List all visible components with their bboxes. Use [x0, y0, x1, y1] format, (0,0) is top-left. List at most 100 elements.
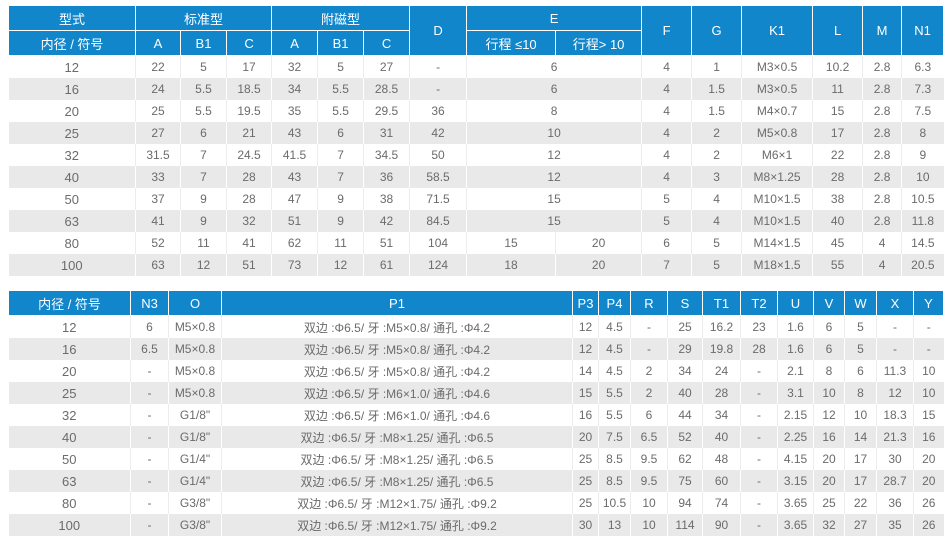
table-cell: 12 [572, 315, 599, 338]
table-cell: 5 [641, 188, 693, 210]
table-cell: 4 [691, 210, 743, 232]
table-cell: M10×1.5 [741, 188, 814, 210]
table-cell: 双边 :Φ6.5/ 牙 :M5×0.8/ 通孔 :Φ4.2 [221, 315, 573, 338]
table-row: 100- G3/8" 双边 :Φ6.5/ 牙 :M12×1.75/ 通孔 :Φ9.2… [8, 514, 944, 536]
table-cell: 20 [913, 470, 944, 492]
table-cell: 35 [271, 100, 319, 122]
table2-body: 12 6 M5×0.8 双边 :Φ6.5/ 牙 :M5×0.8/ 通孔 :Φ4.2 12… [8, 315, 944, 536]
table-row: 12 22 5 17 32 5 27-6 4 1 M3×0.5 10.2 2.8 6.3 [8, 55, 944, 78]
table-cell: 4 [641, 122, 693, 144]
table-cell: 6 [466, 78, 643, 100]
table-cell: 34 [702, 404, 741, 426]
table-cell: 3.1 [777, 382, 814, 404]
table-cell: - [740, 492, 778, 514]
table-row: 16 24 5.5 18.5 34 5.5 28.5-6 4 1.5 M3×0.5 11 2.8 7.3 [8, 78, 944, 100]
table-cell: 40 [667, 382, 703, 404]
table-cell: M4×0.7 [741, 100, 814, 122]
header-x: X [876, 290, 914, 316]
bore-value: 40 [8, 166, 136, 188]
table1-body: 12 22 5 17 32 5 27-6 4 1 M3×0.5 10.2 2.8 6.3 16 24 5.5 1… [8, 55, 944, 276]
table-cell: 7 [317, 144, 365, 166]
table-cell: 84.5 [409, 210, 468, 232]
header-d: D [409, 5, 468, 56]
bore-value: 80 [8, 492, 131, 514]
table-cell: 28 [740, 338, 778, 360]
table-cell: M5×0.8 [168, 338, 222, 360]
table-cell: 5.5 [598, 382, 631, 404]
table-cell: 双边 :Φ6.5/ 牙 :M8×1.25/ 通孔 :Φ6.5 [221, 470, 573, 492]
table-row: 12 6 M5×0.8 双边 :Φ6.5/ 牙 :M5×0.8/ 通孔 :Φ4.2 12… [8, 315, 944, 338]
table-cell: 18.5 [226, 78, 273, 100]
table-cell: 10 [901, 166, 944, 188]
table-cell: 3.65 [777, 514, 814, 536]
table-cell: M14×1.5 [741, 232, 814, 254]
table-row: 100 63 12 51 73 12 61 124 18 20 7 5 M18×1.5 55 4 20.5 [8, 254, 944, 276]
table-cell: M3×0.5 [741, 55, 814, 78]
table-cell: 32 [271, 55, 319, 78]
table-cell: 9 [901, 144, 944, 166]
table-cell: 8.5 [598, 448, 631, 470]
table-cell: - [740, 426, 778, 448]
table-cell: 36 [363, 166, 411, 188]
bore-value: 63 [8, 210, 136, 232]
table-cell: 5 [691, 232, 743, 254]
table-cell: 6 [317, 122, 365, 144]
table-cell: 28.5 [363, 78, 411, 100]
table-cell: 75 [667, 470, 703, 492]
table-cell: 51 [271, 210, 319, 232]
table-cell: M10×1.5 [741, 210, 814, 232]
table-cell: 22 [844, 492, 877, 514]
bore-value: 25 [8, 382, 131, 404]
table-cell: G3/8" [168, 514, 222, 536]
table-cell: 29 [667, 338, 703, 360]
table-cell: 6.5 [130, 338, 169, 360]
table-cell: 15 [466, 188, 643, 210]
table-cell: 45 [812, 232, 864, 254]
bore-value: 50 [8, 188, 136, 210]
table-cell: 6.5 [630, 426, 668, 448]
table-cell: 29.5 [363, 100, 411, 122]
table-cell: 6 [130, 315, 169, 338]
table-cell: 1.6 [777, 315, 814, 338]
table-cell: 34 [667, 360, 703, 382]
table-cell: G1/8" [168, 426, 222, 448]
table-row: 40- G1/8" 双边 :Φ6.5/ 牙 :M8×1.25/ 通孔 :Φ6.5 20… [8, 426, 944, 448]
table-cell: 62 [667, 448, 703, 470]
table-row: 25 27 6 21 43 6 31 42 10 4 2 M5×0.8 17 2.8 8 [8, 122, 944, 144]
table-row: 63- G1/4" 双边 :Φ6.5/ 牙 :M8×1.25/ 通孔 :Φ6.5 25… [8, 470, 944, 492]
table-cell: 7.3 [901, 78, 944, 100]
table-cell: 12 [876, 382, 914, 404]
table-row: 32- G1/8" 双边 :Φ6.5/ 牙 :M6×1.0/ 通孔 :Φ4.6 16 5… [8, 404, 944, 426]
header-stroke-gt10: 行程> 10 [555, 30, 643, 56]
table-cell: 2.8 [862, 144, 903, 166]
table-cell: 10.2 [812, 55, 864, 78]
table-cell: 19.5 [226, 100, 273, 122]
table-cell: 双边 :Φ6.5/ 牙 :M5×0.8/ 通孔 :Φ4.2 [221, 360, 573, 382]
table-cell: 3 [691, 166, 743, 188]
table-cell: 15 [913, 404, 944, 426]
table-cell: 31.5 [135, 144, 181, 166]
table-cell: - [130, 404, 169, 426]
table-cell: 5 [844, 338, 877, 360]
header-bore: 内径 / 符号 [8, 290, 131, 316]
bore-value: 16 [8, 338, 131, 360]
header-std-a: A [135, 30, 181, 56]
table-cell: 25 [572, 448, 599, 470]
table-cell: G1/4" [168, 470, 222, 492]
table-cell: 43 [271, 122, 319, 144]
table-cell: 40 [812, 210, 864, 232]
table-cell: 36 [876, 492, 914, 514]
header-k1: K1 [741, 5, 814, 56]
table-cell: 16 [572, 404, 599, 426]
table-cell: 2.15 [777, 404, 814, 426]
table-cell: 21.3 [876, 426, 914, 448]
table-cell: 26 [913, 514, 944, 536]
table-cell: 10 [630, 514, 668, 536]
table-cell: 20 [913, 448, 944, 470]
table-cell: 43 [271, 166, 319, 188]
table-cell: 20 [813, 470, 845, 492]
table-cell: 双边 :Φ6.5/ 牙 :M8×1.25/ 通孔 :Φ6.5 [221, 426, 573, 448]
table-cell: 4.5 [598, 338, 631, 360]
table-cell: 42 [409, 122, 468, 144]
table-cell: 36 [409, 100, 468, 122]
